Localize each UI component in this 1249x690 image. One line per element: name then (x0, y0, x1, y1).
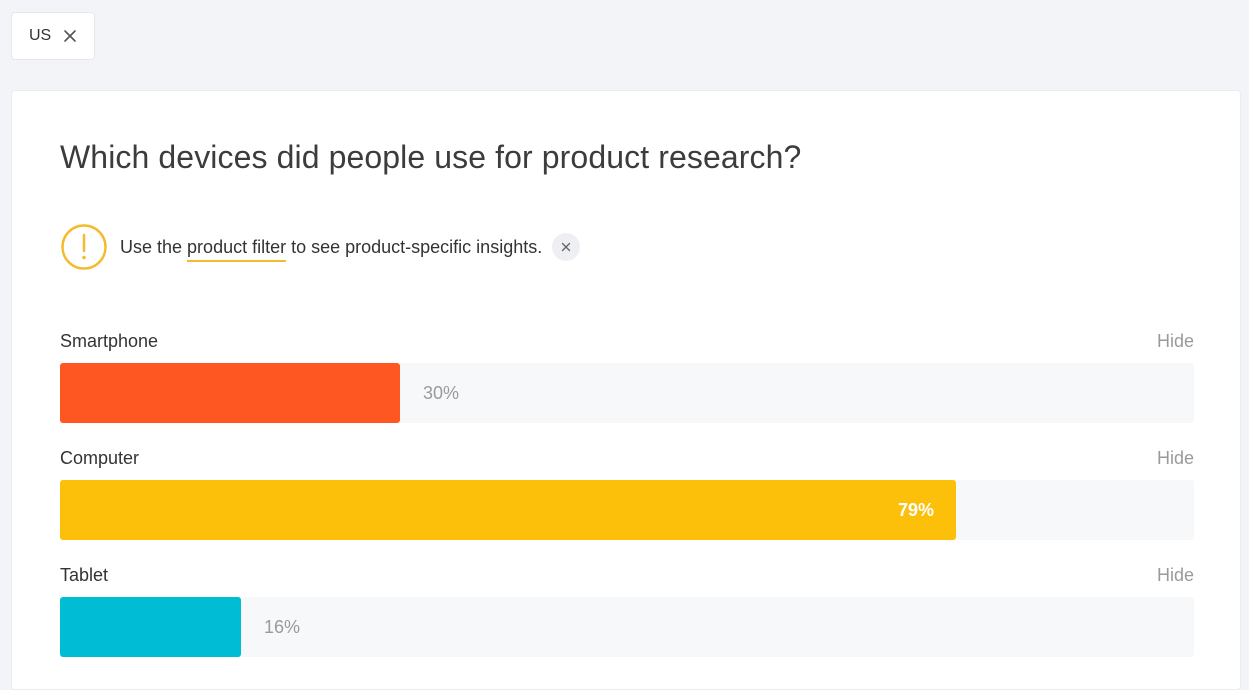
device-row-tablet: Tablet Hide 16% (60, 562, 1194, 657)
bar-fill (60, 597, 241, 657)
bar-value-label: 16% (264, 617, 301, 637)
device-label: Computer (60, 447, 140, 468)
notice-text-before: Use the (120, 236, 188, 257)
bar-value-label: 30% (423, 383, 460, 403)
warning-icon (61, 224, 107, 270)
notice-text-after: to see product-specific insights. (286, 236, 543, 257)
notice-text: Use the product filter to see product-sp… (120, 236, 543, 262)
device-label: Tablet (60, 564, 109, 585)
bar-track: 79% (60, 480, 1194, 540)
hide-button[interactable]: Hide (1156, 564, 1194, 585)
dismiss-notice-button[interactable] (552, 233, 581, 261)
devices-card: Which devices did people use for product… (11, 90, 1241, 690)
device-label: Smartphone (60, 330, 159, 351)
card-title: Which devices did people use for product… (60, 139, 802, 175)
bar-fill (60, 480, 956, 540)
device-row-smartphone: Smartphone Hide 30% (60, 328, 1194, 423)
bar-track: 16% (60, 597, 1194, 657)
hide-button[interactable]: Hide (1156, 447, 1194, 468)
close-icon[interactable] (63, 29, 77, 43)
bar-fill (60, 363, 400, 423)
close-icon (562, 242, 571, 252)
filter-chip-us[interactable]: US (11, 12, 95, 60)
product-filter-link[interactable]: product filter (187, 236, 287, 262)
bar-track: 30% (60, 363, 1194, 423)
bar-value-label: 79% (897, 500, 934, 520)
filter-chip-label: US (29, 27, 52, 44)
hide-button[interactable]: Hide (1156, 330, 1194, 351)
device-row-computer: Computer Hide 79% (60, 445, 1194, 540)
product-filter-notice: Use the product filter to see product-sp… (60, 223, 581, 271)
